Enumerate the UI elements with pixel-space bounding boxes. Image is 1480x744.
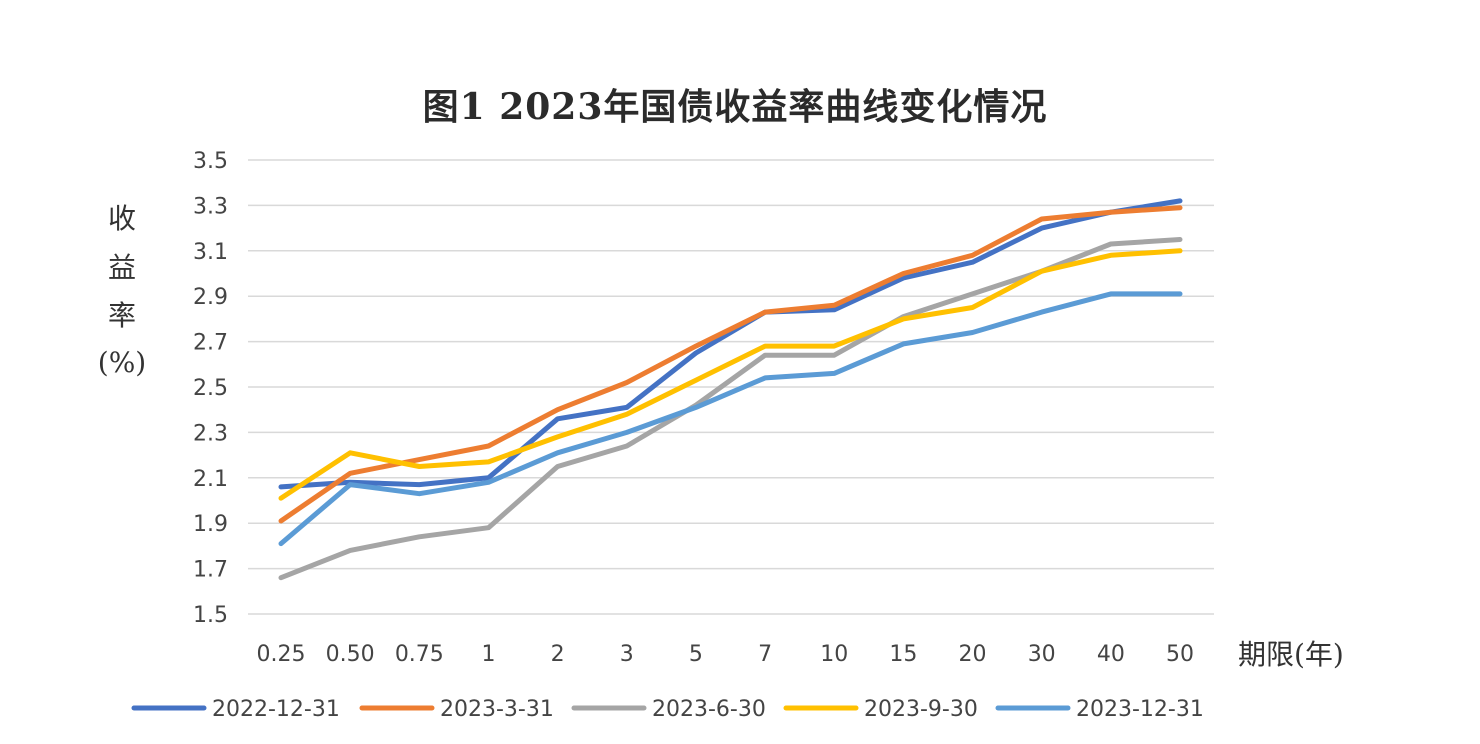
- x-axis-title: 期限(年): [1238, 638, 1344, 671]
- legend-label: 2022-12-31: [212, 697, 340, 722]
- y-tick-label: 2.1: [193, 467, 228, 492]
- legend-label: 2023-3-31: [440, 697, 554, 722]
- legend: 2022-12-31 2023-3-31 2023-6-30 2023-9-30 202…: [131, 697, 1204, 722]
- x-tick-label: 1: [481, 642, 495, 667]
- x-tick-label: 0.75: [395, 642, 444, 667]
- y-tick-label: 1.9: [193, 512, 228, 537]
- y-tick-label: 2.9: [193, 285, 228, 310]
- series-line-2022-12-31: [278, 198, 1183, 490]
- y-tick-label: 2.7: [193, 331, 228, 356]
- y-tick-label: 1.7: [193, 558, 228, 583]
- legend-label: 2023-6-30: [652, 697, 766, 722]
- y-axis-title: 收益率 (%): [98, 202, 146, 379]
- series-line-2023-6-30: [278, 237, 1183, 581]
- y-axis-title-char: 率: [108, 299, 136, 332]
- x-tick-label: 0.50: [326, 642, 375, 667]
- series-line-2023-9-30: [278, 248, 1183, 501]
- y-tick-labels: 3.5 3.3 3.1 2.9 2.7 2.5 2.3 2.1 1.9 1.7 1.5: [193, 149, 228, 628]
- legend-label: 2023-12-31: [1076, 697, 1204, 722]
- y-tick-label: 3.3: [193, 194, 228, 219]
- x-tick-labels: 0.25 0.50 0.75 1 2 3 5 7 10 15 20 30 40 50: [257, 642, 1194, 667]
- x-tick-label: 20: [959, 642, 987, 667]
- y-tick-label: 3.5: [193, 149, 228, 174]
- series-line-2023-3-31: [278, 205, 1183, 524]
- y-tick-label: 2.5: [193, 376, 228, 401]
- x-tick-label: 3: [620, 642, 634, 667]
- y-tick-label: 2.3: [193, 421, 228, 446]
- grid-lines: [248, 159, 1214, 615]
- series-line-2023-12-31: [278, 291, 1183, 547]
- x-tick-label: 0.25: [257, 642, 306, 667]
- x-tick-label: 50: [1166, 642, 1194, 667]
- series-lines: [278, 198, 1183, 581]
- x-tick-label: 10: [820, 642, 848, 667]
- legend-label: 2023-9-30: [864, 697, 978, 722]
- y-axis-title-char: (%): [98, 346, 146, 379]
- y-tick-label: 3.1: [193, 240, 228, 265]
- x-tick-label: 40: [1097, 642, 1125, 667]
- chart-title: 图1 2023年国债收益率曲线变化情况: [422, 86, 1048, 128]
- x-tick-label: 30: [1028, 642, 1056, 667]
- x-tick-label: 5: [689, 642, 703, 667]
- y-tick-label: 1.5: [193, 603, 228, 628]
- x-tick-label: 15: [889, 642, 917, 667]
- x-tick-label: 7: [758, 642, 772, 667]
- y-axis-title-char: 收: [108, 202, 136, 235]
- y-axis-title-char: 益: [108, 251, 136, 284]
- x-tick-label: 2: [551, 642, 565, 667]
